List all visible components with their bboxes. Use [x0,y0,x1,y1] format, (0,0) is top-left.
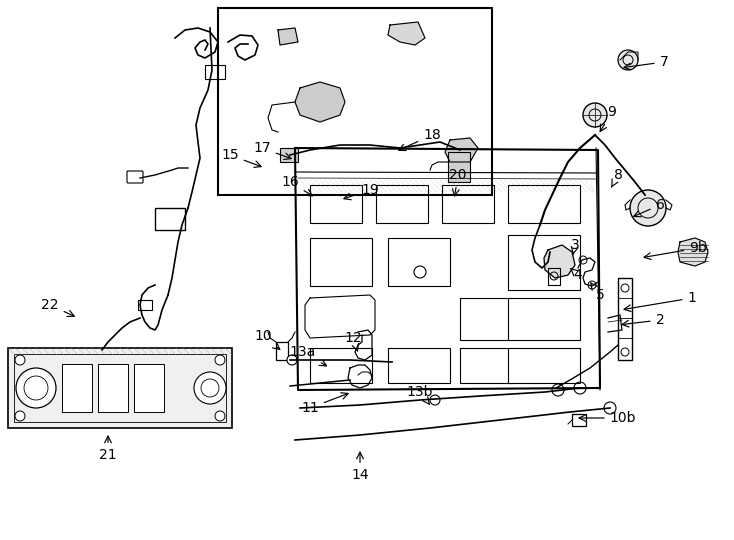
Polygon shape [678,238,708,266]
Text: 3: 3 [570,238,579,255]
Bar [310,185,362,223]
Text: 22: 22 [41,298,74,316]
Polygon shape [278,28,298,45]
Text: 13a: 13a [290,345,327,366]
Bar [280,148,298,162]
Text: 21: 21 [99,436,117,462]
Circle shape [215,355,225,365]
Text: 2: 2 [622,313,664,327]
Text: 19: 19 [344,183,379,200]
Text: 15: 15 [221,148,261,167]
Polygon shape [305,295,375,338]
Text: 4: 4 [570,268,582,282]
Bar [618,278,632,360]
Text: 14: 14 [351,452,368,482]
Circle shape [618,50,638,70]
Text: 6: 6 [633,198,664,217]
Text: 11: 11 [301,393,348,415]
Bar [155,208,185,230]
Circle shape [16,368,56,408]
Bar [138,300,152,310]
Bar [310,348,372,383]
Bar [508,185,580,223]
Bar [508,298,580,340]
Bar [205,65,225,79]
Text: 10: 10 [254,329,280,349]
Bar [442,185,494,223]
Text: 9: 9 [600,105,617,132]
Polygon shape [445,138,478,162]
Bar [98,364,128,412]
Polygon shape [544,245,575,278]
Circle shape [430,395,440,405]
Bar [508,235,580,290]
Text: 18: 18 [399,128,441,151]
Circle shape [15,355,25,365]
Polygon shape [295,82,345,122]
Bar [388,238,450,286]
Text: 16: 16 [281,175,313,196]
Bar [310,238,372,286]
Bar [62,364,92,412]
Text: 8: 8 [611,168,622,187]
Circle shape [194,372,226,404]
Text: 10b: 10b [579,411,636,425]
Bar [276,342,288,360]
Bar [448,152,470,182]
Text: 17: 17 [253,141,291,159]
Bar [460,348,512,383]
Circle shape [583,103,607,127]
Circle shape [15,411,25,421]
Bar [8,348,232,428]
Text: 12: 12 [344,331,362,351]
Text: 5: 5 [591,283,604,302]
Bar [218,8,492,195]
Text: 13b: 13b [407,385,433,404]
Circle shape [287,355,297,365]
Text: 7: 7 [624,55,669,70]
Bar [14,354,226,422]
Bar [388,348,450,383]
Bar [508,348,580,383]
Bar [376,185,428,223]
Circle shape [215,411,225,421]
Bar [460,298,512,340]
Polygon shape [388,22,425,45]
Text: 1: 1 [624,291,697,312]
Text: 20: 20 [449,168,467,196]
Bar [134,364,164,412]
Text: 9b: 9b [644,241,707,259]
Bar [572,414,586,426]
Circle shape [630,190,666,226]
